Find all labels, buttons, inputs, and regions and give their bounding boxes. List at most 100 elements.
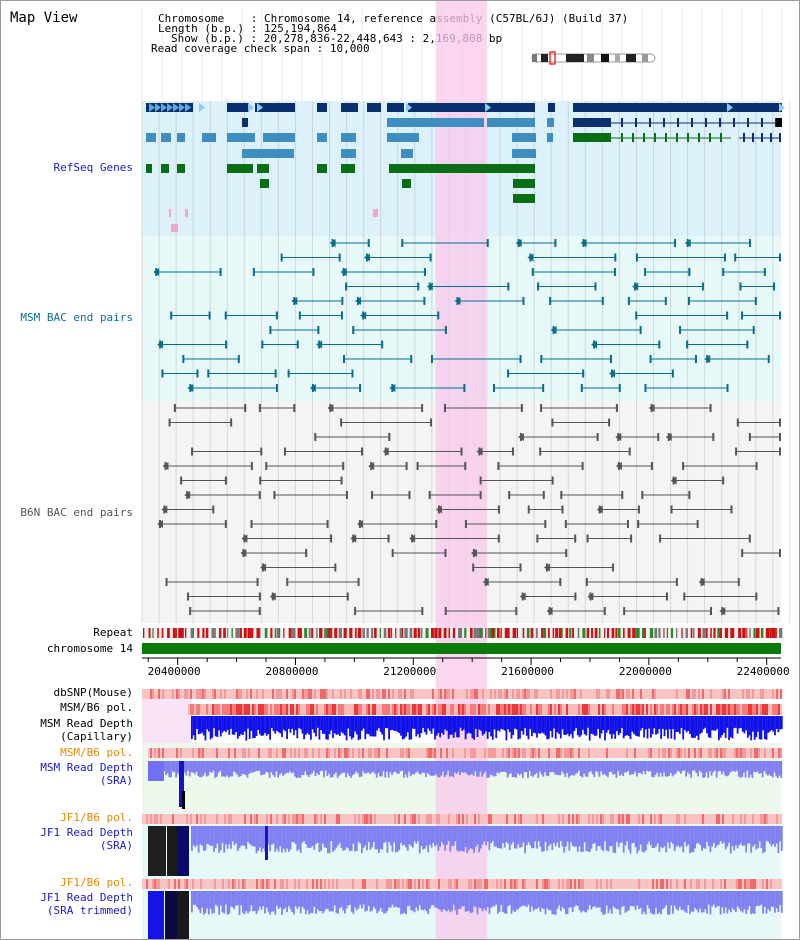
polymorphism-bin	[272, 689, 275, 699]
depth-bar	[590, 761, 592, 772]
depth-bar	[423, 716, 426, 733]
polymorphism-bin	[692, 879, 695, 889]
depth-bar	[311, 716, 314, 730]
axis-tick-label: 22000000	[619, 665, 672, 678]
depth-bar	[678, 716, 681, 734]
bac-end	[635, 311, 638, 320]
polymorphism-bin	[686, 879, 689, 889]
polymorphism-bin	[674, 704, 677, 715]
depth-bar	[597, 826, 600, 847]
polymorphism-bin	[282, 704, 285, 715]
polymorphism-bin	[612, 879, 615, 889]
depth-bar	[704, 716, 707, 728]
depth-bar	[544, 761, 546, 773]
polymorphism-bin	[314, 879, 317, 889]
depth-bar	[469, 826, 472, 849]
depth-bar	[740, 716, 742, 729]
polymorphism-bin	[200, 748, 203, 758]
polymorphism-bin	[174, 814, 177, 824]
polymorphism-bin	[472, 814, 475, 824]
depth-bar	[427, 826, 430, 853]
repeat-element	[552, 628, 555, 638]
depth-bar	[775, 826, 778, 844]
depth-bar	[199, 761, 201, 778]
depth-bar	[712, 761, 715, 773]
depth-bar	[617, 891, 620, 910]
depth-bar	[656, 761, 659, 773]
polymorphism-bin	[174, 689, 177, 699]
polymorphism-bin	[680, 704, 683, 715]
bac-end	[539, 447, 542, 456]
bac-end	[779, 447, 781, 456]
polymorphism-bin	[222, 814, 225, 824]
polymorphism-bin	[360, 689, 363, 699]
track-label-msm-bac[interactable]: MSM BAC end pairs	[20, 311, 133, 324]
depth-bar	[641, 716, 644, 728]
polymorphism-bin	[750, 748, 753, 758]
depth-bar	[338, 891, 341, 909]
depth-bar	[426, 761, 429, 773]
gene-feature	[317, 133, 327, 142]
polymorphism-bin	[676, 748, 679, 758]
polymorphism-bin	[620, 814, 623, 824]
depth-bar	[756, 761, 759, 772]
depth-bar	[748, 716, 751, 736]
polymorphism-bin	[216, 879, 219, 889]
depth-bar	[693, 761, 696, 771]
polymorphism-bin	[626, 879, 629, 889]
bac-end-arrow	[309, 384, 316, 392]
track-label-b6n-bac[interactable]: B6N BAC end pairs	[20, 506, 133, 519]
depth-bar	[675, 716, 678, 732]
depth-bar	[561, 826, 564, 847]
bac-end	[275, 311, 278, 320]
gene-feature	[513, 179, 535, 188]
polymorphism-bin	[474, 689, 477, 699]
bac-end	[258, 404, 261, 412]
depth-bar	[600, 891, 603, 913]
polymorphism-bin	[710, 704, 713, 715]
polymorphism-bin	[372, 814, 375, 824]
bac-end	[560, 491, 563, 499]
gene-exon	[705, 118, 707, 127]
polymorphism-bin	[722, 689, 725, 699]
polymorphism-bin	[240, 814, 243, 824]
depth-bar	[352, 761, 354, 776]
depth-bar	[260, 761, 262, 776]
repeat-element	[387, 628, 391, 638]
depth-bar	[193, 761, 196, 775]
depth-bar	[517, 891, 520, 909]
depth-bar	[549, 761, 551, 773]
depth-bar	[260, 826, 263, 853]
depth-bar	[749, 761, 752, 775]
depth-bar	[576, 761, 579, 773]
polymorphism-bin	[502, 748, 505, 758]
depth-bar	[468, 891, 470, 911]
depth-bar	[634, 716, 637, 736]
depth-bar	[342, 826, 345, 851]
polymorphism-bin	[572, 704, 575, 715]
repeat-element	[349, 628, 353, 638]
gene-feature	[548, 103, 555, 112]
depth-bar	[471, 716, 474, 739]
depth-bar	[256, 761, 259, 771]
polymorphism-bin	[646, 704, 649, 715]
repeat-element	[771, 628, 775, 638]
polymorphism-bin	[628, 704, 631, 715]
repeat-element	[507, 628, 510, 638]
depth-bar	[753, 891, 756, 914]
track-label-refseq[interactable]: RefSeq Genes	[53, 161, 133, 174]
bac-end	[737, 578, 740, 586]
repeat-element	[710, 628, 712, 638]
polymorphism-bin	[232, 879, 235, 889]
polymorphism-bin	[756, 704, 759, 715]
depth-bar	[374, 761, 376, 774]
repeat-element	[705, 628, 708, 638]
polymorphism-bin	[172, 748, 175, 758]
polymorphism-bin	[344, 689, 347, 699]
polymorphism-bin	[456, 814, 459, 824]
depth-bar	[548, 826, 550, 846]
polymorphism-bin	[412, 879, 415, 889]
depth-bar	[583, 826, 586, 843]
depth-bar	[622, 891, 625, 906]
